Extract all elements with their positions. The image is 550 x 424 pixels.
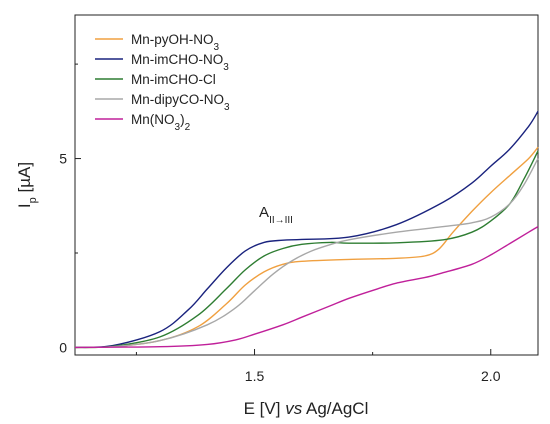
legend-entry: Mn(NO3)2: [131, 112, 191, 133]
legend-entry: Mn-dipyCO-NO3: [131, 92, 230, 113]
series-line-5: [74, 225, 539, 349]
legend-entry: Mn-imCHO-Cl: [131, 72, 216, 87]
x-axis-title: E [V] vs Ag/AgCl: [244, 399, 369, 418]
y-axis-title: Ip [µA]: [15, 162, 39, 208]
axis-ticks: 1.5 2.0 0 5: [59, 63, 501, 384]
series-line-2: [74, 110, 539, 349]
series-line-1: [74, 146, 539, 349]
legend-entry: Mn-imCHO-NO3: [131, 52, 229, 73]
x-tick-label: 2.0: [481, 368, 501, 384]
series-line-4: [74, 158, 539, 349]
y-tick-label: 0: [59, 339, 67, 355]
plot-frame: [74, 14, 539, 356]
peak-annotation: AII→III: [259, 204, 293, 226]
y-tick-label: 5: [59, 151, 67, 167]
series-layer: [74, 110, 539, 349]
legend-entry: Mn-pyOH-NO3: [131, 32, 220, 53]
x-tick-label: 1.5: [245, 368, 265, 384]
series-line-3: [74, 150, 539, 349]
